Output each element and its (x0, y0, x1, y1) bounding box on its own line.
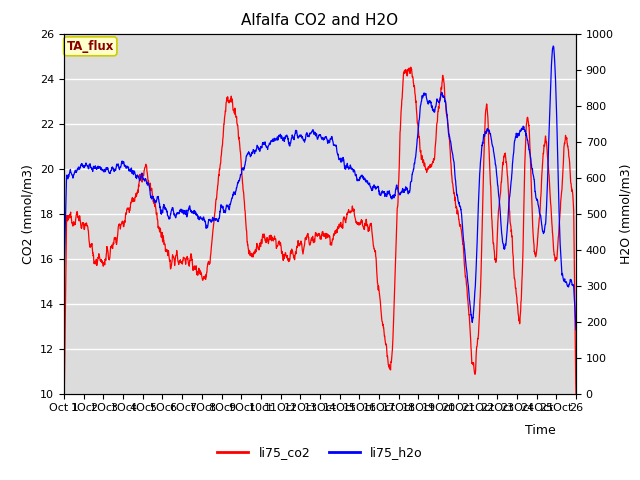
Title: Alfalfa CO2 and H2O: Alfalfa CO2 and H2O (241, 13, 399, 28)
Y-axis label: CO2 (mmol/m3): CO2 (mmol/m3) (22, 164, 35, 264)
Text: TA_flux: TA_flux (67, 40, 114, 53)
X-axis label: Time: Time (525, 424, 556, 437)
Legend: li75_co2, li75_h2o: li75_co2, li75_h2o (212, 441, 428, 464)
Y-axis label: H2O (mmol/m3): H2O (mmol/m3) (620, 163, 632, 264)
